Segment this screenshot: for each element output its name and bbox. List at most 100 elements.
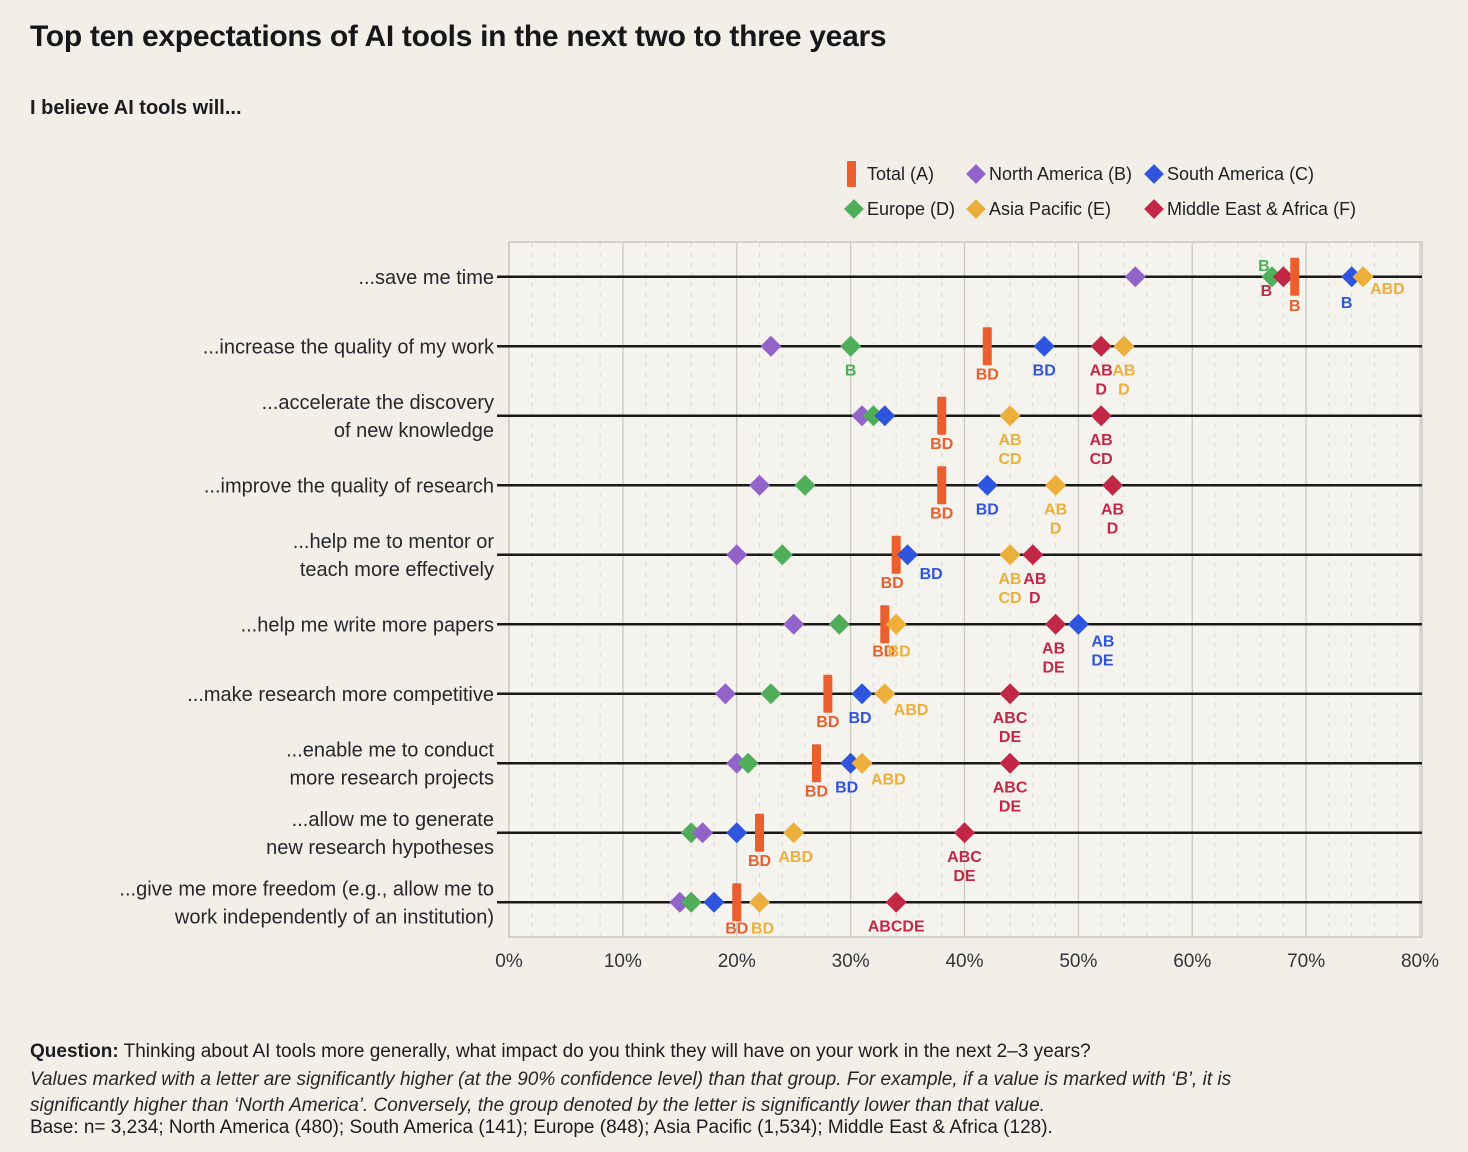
sig-label-south-america: BD: [1033, 362, 1056, 379]
sig-label-middle-east-africa: DE: [953, 868, 976, 885]
marker-middle-east-africa: [1102, 474, 1124, 496]
marker-north-america: [760, 335, 782, 357]
sig-label-asia-pacific: ABD: [1370, 281, 1405, 298]
sig-label-south-america: BD: [976, 501, 999, 518]
marker-europe: [1261, 266, 1283, 288]
x-tick-label: 10%: [604, 951, 642, 972]
sig-label-asia-pacific: BD: [751, 920, 774, 937]
category-label: ...give me more freedom (e.g., allow me …: [119, 878, 494, 900]
category-label: ...make research more competitive: [187, 684, 494, 706]
marker-asia-pacific: [783, 822, 805, 844]
sig-label-middle-east-africa: DE: [1042, 659, 1065, 676]
marker-asia-pacific: [1352, 266, 1374, 288]
category-label: ...allow me to generate: [292, 809, 494, 831]
marker-europe: [680, 822, 702, 844]
marker-north-america: [669, 891, 691, 913]
x-tick-label: 60%: [1173, 951, 1211, 972]
significance-note-line: Values marked with a letter are signific…: [30, 1069, 1232, 1090]
sig-label-middle-east-africa: AB: [1090, 432, 1113, 449]
marker-total: [880, 605, 890, 644]
marker-south-america: [703, 891, 725, 913]
marker-south-america: [726, 822, 748, 844]
marker-europe: [840, 335, 862, 357]
marker-middle-east-africa: [999, 683, 1021, 705]
marker-total: [891, 535, 901, 574]
marker-asia-pacific: [1045, 474, 1067, 496]
sig-label-middle-east-africa: D: [1029, 590, 1041, 607]
marker-south-america: [874, 405, 896, 427]
europe-diamond-icon: [844, 199, 867, 219]
x-tick-label: 30%: [832, 951, 870, 972]
marker-europe: [760, 683, 782, 705]
marker-asia-pacific: [851, 752, 873, 774]
base-note: Base: n= 3,234; North America (480); Sou…: [30, 1117, 1053, 1138]
category-label: new research hypotheses: [266, 837, 494, 859]
marker-middle-east-africa: [1090, 335, 1112, 357]
marker-total: [937, 466, 947, 505]
legend-label: North America (B): [989, 163, 1133, 184]
legend-item-europe: Europe (D): [844, 196, 967, 222]
marker-north-america: [692, 822, 714, 844]
marker-middle-east-africa: [1045, 613, 1067, 635]
sig-label-asia-pacific: ABD: [778, 849, 813, 866]
sig-label-total: BD: [976, 366, 999, 383]
sig-label-europe: B: [1258, 258, 1270, 275]
sig-label-middle-east-africa: AB: [1023, 571, 1046, 588]
marker-total: [1290, 257, 1300, 296]
marker-south-america: [1341, 266, 1363, 288]
asia-pacific-diamond-icon: [966, 199, 989, 219]
south-america-diamond-icon: [1144, 164, 1167, 184]
legend-item-middle-east-africa: Middle East & Africa (F): [1144, 196, 1455, 222]
middle-east-africa-diamond-icon: [1144, 199, 1167, 219]
marker-south-america: [840, 752, 862, 774]
marker-total: [811, 744, 821, 783]
marker-north-america: [783, 613, 805, 635]
marker-total: [937, 396, 947, 435]
marker-south-america: [1067, 613, 1089, 635]
sig-label-south-america: BD: [835, 779, 858, 796]
sig-label-total: BD: [725, 920, 748, 937]
sig-label-middle-east-africa: AB: [1042, 640, 1065, 657]
sig-label-middle-east-africa: ABC: [993, 779, 1028, 796]
category-label: ...improve the quality of research: [204, 475, 494, 497]
marker-asia-pacific: [885, 613, 907, 635]
marker-north-america: [749, 474, 771, 496]
sig-label-total: BD: [805, 783, 828, 800]
sig-label-asia-pacific: AB: [1112, 362, 1135, 379]
sig-label-total: B: [1289, 298, 1301, 315]
sig-label-middle-east-africa: CD: [1090, 451, 1113, 468]
marker-north-america: [714, 683, 736, 705]
sig-label-asia-pacific: ABD: [871, 771, 906, 788]
sig-label-total: BD: [930, 505, 953, 522]
legend-label: Europe (D): [867, 198, 956, 219]
x-tick-label: 50%: [1059, 951, 1097, 972]
legend: Total (A) North America (B) South Americ…: [844, 161, 1455, 222]
x-tick-label: 70%: [1287, 951, 1325, 972]
marker-middle-east-africa: [1022, 544, 1044, 566]
legend-label: Total (A): [867, 163, 935, 184]
north-america-diamond-icon: [966, 164, 989, 184]
x-tick-label: 40%: [945, 951, 983, 972]
sig-label-middle-east-africa: AB: [1101, 501, 1124, 518]
legend-label: Asia Pacific (E): [989, 198, 1112, 219]
sig-label-middle-east-africa: D: [1107, 520, 1119, 537]
significance-note-line: significantly higher than ‘North America…: [30, 1095, 1045, 1116]
sig-label-asia-pacific: D: [1050, 520, 1062, 537]
question-text: Thinking about AI tools more generally, …: [123, 1041, 1091, 1062]
sig-label-south-america: B: [1341, 295, 1353, 312]
marker-europe: [862, 405, 884, 427]
sig-label-south-america: DE: [1091, 652, 1114, 669]
sig-label-asia-pacific: D: [1118, 381, 1130, 398]
sig-label-asia-pacific: CD: [998, 451, 1021, 468]
question-note: Question: Thinking about AI tools more g…: [30, 1041, 1091, 1063]
marker-middle-east-africa: [1090, 405, 1112, 427]
category-label: more research projects: [289, 767, 494, 789]
legend-item-north-america: North America (B): [966, 161, 1145, 187]
sig-label-middle-east-africa: ABC: [993, 710, 1028, 727]
sig-label-total: BD: [748, 853, 771, 870]
sig-label-south-america: AB: [1091, 633, 1114, 650]
sig-label-asia-pacific: ABD: [894, 702, 929, 719]
question-label: Question:: [30, 1041, 119, 1062]
marker-middle-east-africa: [1272, 266, 1294, 288]
